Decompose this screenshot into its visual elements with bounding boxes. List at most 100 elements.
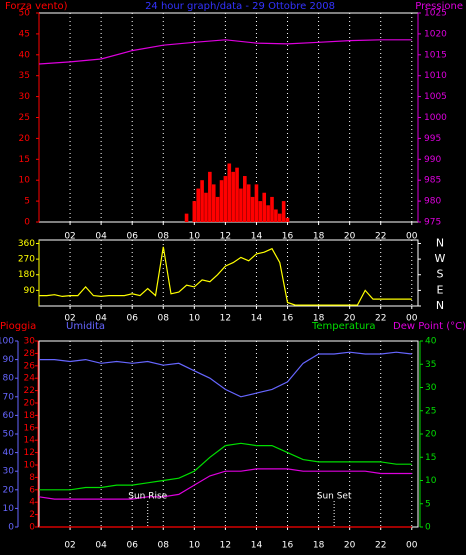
y-tick-label: 5 — [425, 499, 431, 509]
bar — [235, 167, 239, 222]
series-line — [38, 468, 412, 500]
y-tick-label: 90 — [3, 355, 15, 365]
legend-label: Umidita — [66, 321, 105, 332]
x-tick-label: 04 — [95, 541, 107, 551]
x-tick-label: 08 — [158, 232, 170, 242]
bar — [223, 176, 228, 222]
y-tick-label: 90 — [24, 286, 36, 296]
x-tick-label: 10 — [189, 541, 201, 551]
x-tick-label: 14 — [251, 314, 263, 324]
bar — [192, 201, 197, 222]
series-line — [39, 442, 412, 491]
x-tick-label: 16 — [282, 232, 294, 242]
y-tick-label: 0 — [29, 523, 35, 533]
y-tick-label: 4 — [29, 498, 35, 508]
bar — [246, 184, 251, 222]
y-tick-label: 30 — [425, 383, 437, 393]
x-tick-label: 12 — [220, 314, 231, 324]
y-tick-label: 28 — [24, 349, 36, 359]
x-tick-label: 02 — [64, 314, 75, 324]
x-tick-label: 20 — [344, 232, 356, 242]
y-tick-label: 6 — [29, 485, 35, 495]
y-tick-label: 0 — [425, 523, 431, 533]
x-tick-label: 14 — [251, 541, 263, 551]
x-tick-label: 00 — [406, 232, 418, 242]
x-tick-label: 02 — [64, 541, 75, 551]
y-tick-label: 100 — [0, 337, 14, 347]
y-tick-label: 980 — [424, 197, 441, 207]
y-tick-label: N — [436, 236, 444, 249]
y-tick-label: 35 — [425, 360, 436, 370]
series-line — [39, 246, 412, 306]
y-tick-label: 270 — [18, 255, 35, 265]
series-line — [39, 351, 412, 398]
bar — [250, 196, 255, 222]
bar — [219, 180, 224, 222]
y-tick-label: 10 — [3, 504, 15, 514]
y-tick-label: 1000 — [424, 113, 447, 123]
series-line — [38, 39, 412, 65]
x-tick-label: 18 — [313, 232, 325, 242]
x-tick-label: 12 — [220, 541, 231, 551]
y-tick-label: 975 — [424, 218, 441, 228]
y-tick-label: 20 — [425, 430, 437, 440]
x-tick-label: 08 — [158, 541, 170, 551]
x-tick-label: 04 — [95, 314, 107, 324]
y-tick-label: 70 — [3, 392, 15, 402]
bar — [215, 196, 220, 222]
x-tick-label: 18 — [313, 541, 325, 551]
bar — [243, 176, 247, 222]
x-tick-label: 12 — [220, 232, 231, 242]
y-tick-label: 360 — [18, 239, 35, 249]
bar — [200, 180, 204, 222]
bar — [239, 188, 243, 222]
x-tick-label: 00 — [406, 541, 418, 551]
annotation-label: Sun Set — [317, 492, 352, 502]
legend-label: Pressione — [415, 1, 463, 12]
x-tick-label: 22 — [375, 314, 386, 324]
y-tick-label: 40 — [3, 448, 15, 458]
y-tick-label: W — [435, 252, 446, 265]
x-tick-label: 10 — [189, 232, 201, 242]
bar — [227, 163, 232, 222]
y-tick-label: 2 — [29, 510, 35, 520]
bar — [184, 213, 189, 222]
bar — [266, 205, 270, 222]
bar — [258, 201, 263, 222]
y-tick-label: 985 — [424, 176, 441, 186]
x-tick-label: 02 — [64, 232, 75, 242]
y-tick-label: 50 — [3, 430, 15, 440]
y-tick-label: 5 — [24, 197, 30, 207]
y-tick-label: E — [437, 283, 444, 296]
y-tick-label: 40 — [425, 337, 437, 347]
y-tick-label: 18 — [24, 411, 36, 421]
y-tick-label: 30 — [24, 337, 36, 347]
y-tick-label: 20 — [19, 134, 31, 144]
y-tick-label: 22 — [24, 386, 35, 396]
x-tick-label: 22 — [375, 541, 386, 551]
y-tick-label: 26 — [24, 361, 36, 371]
x-tick-label: 16 — [282, 541, 294, 551]
y-tick-label: 15 — [19, 155, 30, 165]
y-tick-label: 35 — [19, 71, 30, 81]
y-tick-label: 10 — [24, 461, 36, 471]
x-tick-label: 20 — [344, 314, 356, 324]
y-tick-label: 45 — [19, 29, 30, 39]
y-tick-label: 8 — [29, 473, 35, 483]
x-tick-label: 18 — [313, 314, 325, 324]
bar — [208, 171, 212, 222]
annotation-label: Sun Rise — [128, 492, 167, 502]
bar — [285, 217, 290, 222]
y-tick-label: N — [436, 299, 444, 312]
x-tick-label: 22 — [375, 232, 386, 242]
y-tick-label: 24 — [24, 374, 36, 384]
y-tick-label: 50 — [19, 9, 31, 19]
y-tick-label: 20 — [3, 485, 15, 495]
y-tick-label: 60 — [3, 411, 15, 421]
y-tick-label: 30 — [3, 467, 15, 477]
legend-label: Forza vento) — [5, 1, 68, 12]
bar — [254, 184, 259, 222]
y-tick-label: 14 — [24, 436, 36, 446]
legend-label: Pioggia — [0, 321, 36, 332]
bar — [277, 213, 282, 222]
